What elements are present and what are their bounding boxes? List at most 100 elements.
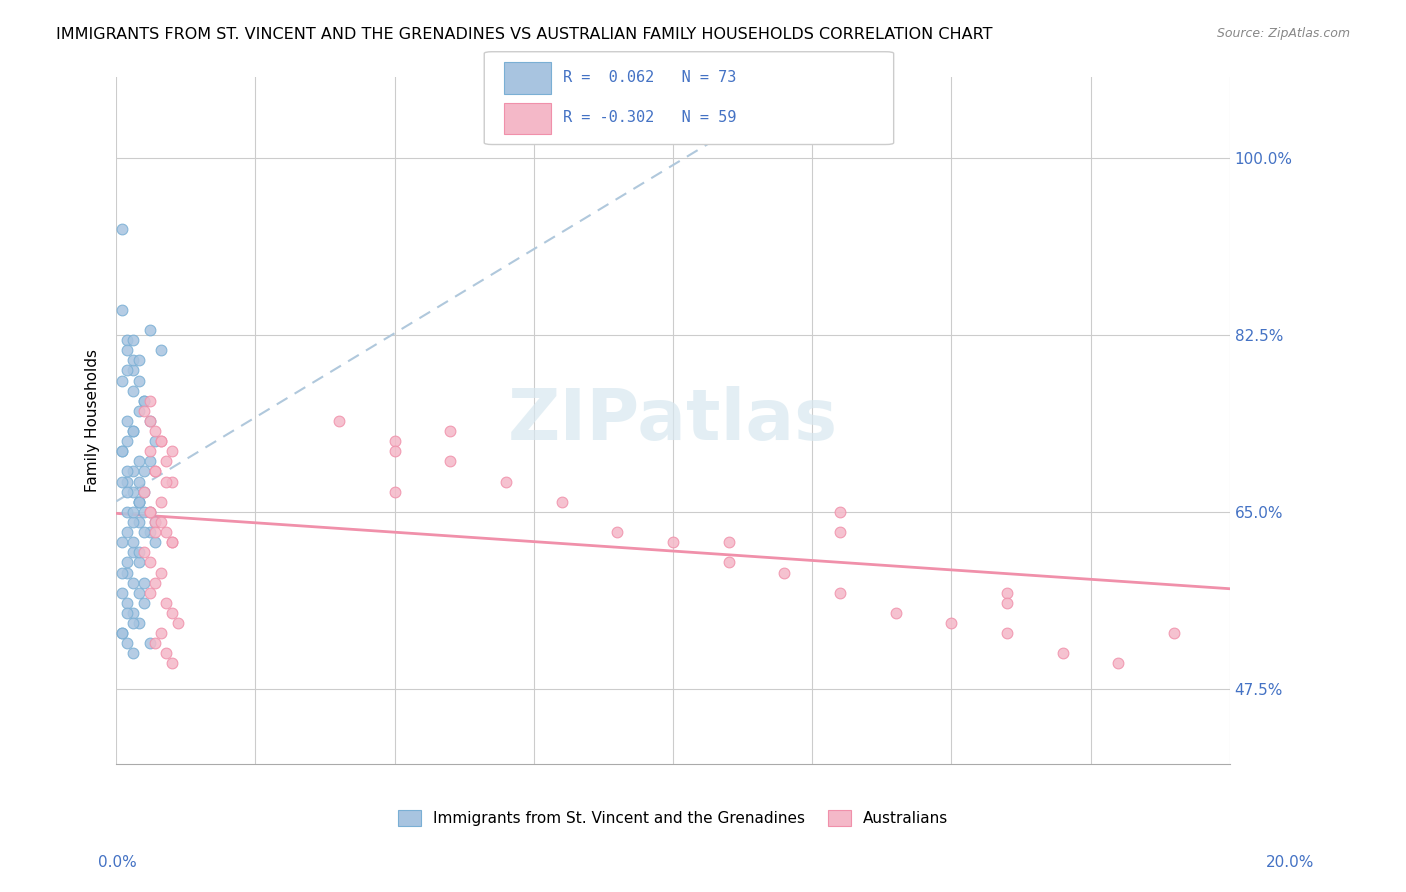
Legend: Immigrants from St. Vincent and the Grenadines, Australians: Immigrants from St. Vincent and the Gren… — [392, 805, 955, 832]
Point — [122, 646, 145, 660]
Point — [117, 343, 139, 358]
Point — [128, 454, 150, 468]
Point — [128, 495, 150, 509]
Point — [941, 615, 963, 630]
Point — [439, 424, 461, 438]
Point — [122, 424, 145, 438]
Text: Source: ZipAtlas.com: Source: ZipAtlas.com — [1216, 27, 1350, 40]
Point — [149, 434, 172, 449]
Point — [773, 566, 796, 580]
Text: ZIPatlas: ZIPatlas — [508, 386, 838, 456]
Point — [495, 475, 517, 489]
Point — [149, 626, 172, 640]
Point — [1107, 657, 1129, 671]
Point — [132, 484, 155, 499]
Point — [128, 545, 150, 559]
Point — [143, 424, 166, 438]
Point — [138, 505, 160, 519]
Point — [128, 353, 150, 368]
Point — [122, 333, 145, 347]
Text: 0.0%: 0.0% — [98, 855, 138, 870]
Text: R = -0.302   N = 59: R = -0.302 N = 59 — [562, 111, 737, 125]
Point — [117, 465, 139, 479]
Point — [111, 374, 134, 388]
Point — [122, 606, 145, 620]
Point — [138, 393, 160, 408]
Point — [884, 606, 907, 620]
Point — [122, 363, 145, 377]
Point — [122, 535, 145, 549]
Point — [995, 596, 1018, 610]
Text: R =  0.062   N = 73: R = 0.062 N = 73 — [562, 70, 737, 85]
Point — [143, 535, 166, 549]
Point — [117, 606, 139, 620]
Point — [138, 585, 160, 599]
Point — [132, 465, 155, 479]
Point — [132, 505, 155, 519]
Point — [155, 646, 177, 660]
Point — [149, 566, 172, 580]
Point — [160, 535, 183, 549]
Point — [155, 596, 177, 610]
Point — [995, 585, 1018, 599]
Text: 20.0%: 20.0% — [1267, 855, 1315, 870]
Point — [384, 484, 406, 499]
Point — [128, 615, 150, 630]
Point — [117, 333, 139, 347]
Point — [128, 495, 150, 509]
Point — [717, 556, 740, 570]
Point — [143, 636, 166, 650]
Point — [138, 323, 160, 337]
Point — [111, 535, 134, 549]
Point — [111, 444, 134, 458]
Point — [111, 302, 134, 317]
Point — [995, 626, 1018, 640]
Point — [606, 525, 628, 540]
Point — [160, 475, 183, 489]
Point — [828, 585, 851, 599]
Point — [160, 657, 183, 671]
Text: IMMIGRANTS FROM ST. VINCENT AND THE GRENADINES VS AUSTRALIAN FAMILY HOUSEHOLDS C: IMMIGRANTS FROM ST. VINCENT AND THE GREN… — [56, 27, 993, 42]
Point — [122, 353, 145, 368]
Point — [117, 475, 139, 489]
Point — [122, 484, 145, 499]
Point — [155, 525, 177, 540]
Point — [550, 495, 572, 509]
Point — [138, 454, 160, 468]
Point — [132, 393, 155, 408]
Point — [138, 525, 160, 540]
Point — [143, 525, 166, 540]
Point — [111, 626, 134, 640]
Point — [143, 575, 166, 590]
Point — [143, 465, 166, 479]
Point — [143, 515, 166, 529]
Point — [132, 393, 155, 408]
Point — [717, 535, 740, 549]
Point — [117, 525, 139, 540]
Point — [117, 566, 139, 580]
Point — [122, 575, 145, 590]
FancyBboxPatch shape — [484, 52, 894, 145]
Point — [143, 434, 166, 449]
Point — [138, 414, 160, 428]
Point — [128, 475, 150, 489]
Point — [122, 384, 145, 398]
Point — [1052, 646, 1074, 660]
Point — [1163, 626, 1185, 640]
Point — [155, 454, 177, 468]
Point — [828, 505, 851, 519]
Point — [138, 414, 160, 428]
Point — [111, 222, 134, 236]
Point — [384, 444, 406, 458]
Point — [128, 495, 150, 509]
Point — [160, 606, 183, 620]
Point — [122, 424, 145, 438]
Bar — [503, 62, 551, 94]
Point — [128, 585, 150, 599]
Point — [132, 484, 155, 499]
Point — [828, 525, 851, 540]
Point — [122, 615, 145, 630]
Point — [132, 404, 155, 418]
Point — [132, 575, 155, 590]
Point — [132, 525, 155, 540]
